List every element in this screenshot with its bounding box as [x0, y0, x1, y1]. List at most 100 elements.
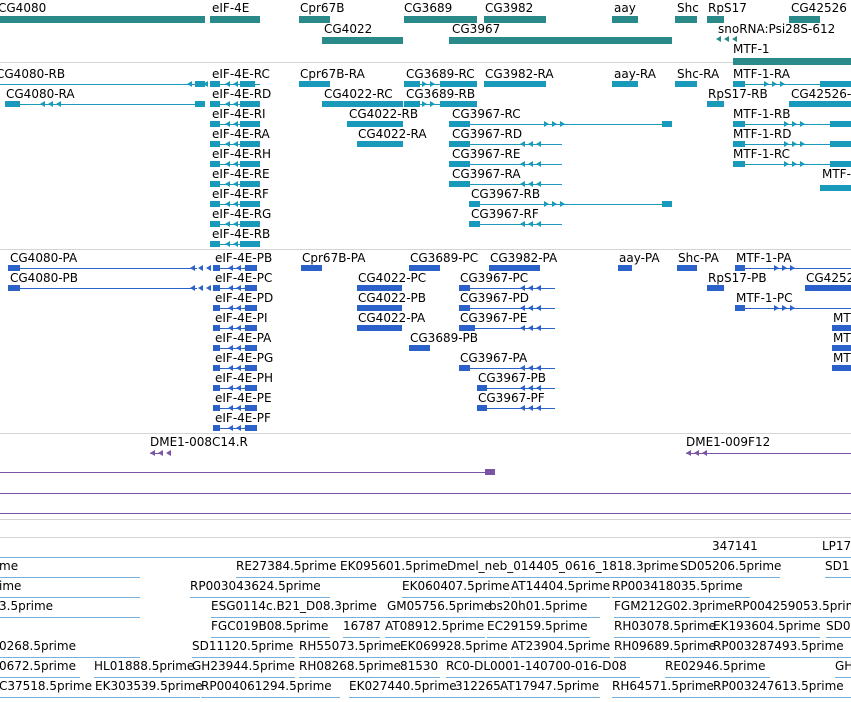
feature-label: 81530 — [400, 659, 439, 673]
feature-label: Cpr67B — [300, 1, 345, 15]
feature-line — [0, 657, 140, 658]
feature-label: CG3967-PF — [478, 391, 545, 405]
strand-arrow-icon — [784, 141, 789, 147]
feature-label: RpS17-PB — [708, 271, 767, 285]
feature-line — [343, 637, 380, 638]
strand-arrow-icon — [244, 325, 249, 331]
feature-block — [662, 121, 672, 127]
strand-arrow-icon — [241, 81, 246, 87]
feature-label: CG4080-RA — [6, 87, 75, 101]
strand-arrow-icon — [686, 450, 691, 456]
strand-arrow-icon — [552, 121, 557, 127]
strand-arrow-icon — [241, 221, 246, 227]
feature-block — [210, 81, 220, 87]
feature-line — [469, 204, 672, 205]
strand-arrow-icon — [228, 325, 233, 331]
feature-line — [469, 224, 562, 225]
feature-block — [245, 325, 257, 331]
feature-block — [0, 16, 205, 23]
feature-label: eIF-4E-RC — [212, 67, 270, 81]
feature-label: 16787 — [343, 619, 382, 633]
feature-block — [618, 265, 632, 271]
feature-label: EK303539.5prime — [95, 679, 203, 693]
feature-line — [459, 308, 555, 309]
strand-arrow-icon — [528, 161, 533, 167]
strand-arrow-icon — [792, 121, 797, 127]
feature-block — [469, 221, 480, 227]
feature-line — [201, 697, 340, 698]
feature-label: FGM212G02.3prime — [614, 599, 735, 613]
strand-arrow-icon — [244, 425, 249, 431]
feature-label: RC0-DL0001-140700-016-D08 — [446, 659, 627, 673]
feature-label: RP003418035.5prime — [612, 579, 743, 593]
strand-arrow-icon — [225, 201, 230, 207]
strand-arrow-icon — [422, 101, 427, 107]
feature-block — [210, 181, 220, 187]
strand-arrow-icon — [198, 265, 203, 271]
strand-arrow-icon — [236, 385, 241, 391]
feature-label: 3.5prime — [0, 599, 54, 613]
feature-line — [0, 597, 140, 598]
feature-label: RP004259053.5prime — [734, 599, 851, 613]
feature-label: CG3689-RB — [406, 87, 476, 101]
feature-label: MTF- — [822, 167, 851, 181]
feature-label: RP004061294.5prime — [201, 679, 332, 693]
feature-label: RP003247613.5prime — [713, 679, 844, 693]
strand-arrow-icon — [244, 345, 249, 351]
strand-arrow-icon — [228, 345, 233, 351]
feature-block — [245, 305, 257, 311]
strand-arrow-icon — [790, 265, 795, 271]
feature-line — [459, 328, 555, 329]
feature-label: GH23944.5prime — [192, 659, 295, 673]
feature-label: CG4080-PA — [10, 251, 78, 265]
strand-arrow-icon — [790, 305, 795, 311]
feature-line — [0, 617, 140, 618]
strand-arrow-icon — [528, 385, 533, 391]
feature-block — [459, 305, 470, 311]
strand-arrow-icon — [244, 365, 249, 371]
strand-arrow-icon — [225, 101, 230, 107]
feature-line — [449, 144, 562, 145]
feature-line — [678, 577, 780, 578]
feature-label: EK069928.5prime — [400, 639, 508, 653]
feature-line — [349, 697, 455, 698]
feature-line — [0, 697, 95, 698]
feature-block — [195, 81, 205, 87]
feature-label: RP003043624.5prime — [190, 579, 321, 593]
strand-arrow-icon — [228, 385, 233, 391]
track-separator — [0, 249, 851, 250]
feature-block — [210, 201, 220, 207]
feature-block — [449, 121, 470, 127]
feature-label: eIF-4E-RG — [212, 207, 272, 221]
feature-block — [299, 81, 330, 87]
feature-label: HL01888.5prime — [94, 659, 195, 673]
feature-label: Cpr67B-RA — [300, 67, 365, 81]
strand-arrow-icon — [520, 385, 525, 391]
feature-line — [5, 104, 205, 105]
feature-label: CG3967-RD — [452, 127, 523, 141]
feature-line — [211, 637, 330, 638]
feature-label: snoRNA:Psi28S-612 — [718, 22, 836, 36]
strand-arrow-icon — [236, 405, 241, 411]
strand-arrow-icon — [233, 241, 238, 247]
feature-label: CG3967-RB — [471, 187, 541, 201]
feature-block — [830, 161, 851, 167]
feature-label: aay — [614, 1, 636, 15]
feature-label: CG3689 — [404, 1, 453, 15]
feature-label: MTF-1-RA — [733, 67, 790, 81]
feature-line — [150, 453, 160, 454]
strand-arrow-icon — [520, 365, 525, 371]
track-separator — [0, 537, 851, 538]
feature-block — [210, 161, 220, 167]
feature-block — [210, 221, 220, 227]
strand-arrow-icon — [236, 425, 241, 431]
feature-label: MTF-1-RC — [733, 147, 790, 161]
feature-line — [835, 677, 851, 678]
feature-line — [213, 348, 257, 349]
strand-arrow-icon — [520, 161, 525, 167]
feature-line — [213, 428, 257, 429]
strand-arrow-icon — [430, 81, 435, 87]
feature-line — [340, 577, 450, 578]
strand-arrow-icon — [228, 365, 233, 371]
track-separator — [0, 433, 851, 434]
